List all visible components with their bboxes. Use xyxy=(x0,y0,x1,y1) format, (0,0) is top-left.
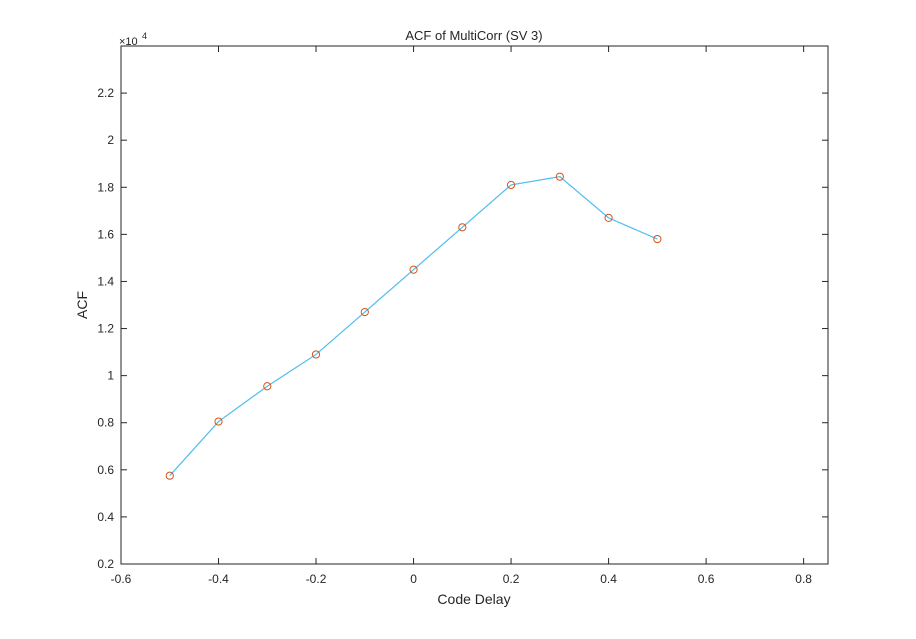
data-point-marker xyxy=(214,417,223,426)
y-tick-label: 1.2 xyxy=(97,322,114,336)
x-tick-label: -0.4 xyxy=(208,572,229,586)
data-point-marker xyxy=(263,382,272,391)
data-point-marker xyxy=(653,234,662,244)
data-point-marker xyxy=(604,213,613,222)
x-tick-label: 0.8 xyxy=(795,572,812,586)
y-tick-label: 0.4 xyxy=(97,510,114,524)
y-tick-label: 2.2 xyxy=(97,86,114,100)
axis-ticks xyxy=(120,46,828,565)
y-tick-label: 0.6 xyxy=(97,463,114,477)
axis-tick-labels: -0.6 -0.4 -0.2 0 0.2 0.4 0.6 0.8 0.2 0.4 0.6 0.8 1 1.… xyxy=(97,86,812,586)
series-line xyxy=(169,176,658,477)
y-axis-exponent: ×10 4 xyxy=(119,31,147,48)
chart-title: ACF of MultiCorr (SV 3) xyxy=(405,28,542,43)
data-point-marker xyxy=(311,350,321,359)
x-tick-label: 0.2 xyxy=(503,572,520,586)
data-point-marker xyxy=(165,471,174,480)
y-tick-label: 1.8 xyxy=(97,180,114,194)
data-point-marker xyxy=(555,172,564,181)
y-tick-label: 0.2 xyxy=(97,557,114,571)
data-point-marker xyxy=(458,223,467,232)
x-tick-label: 0.6 xyxy=(698,572,715,586)
y-tick-label: 1 xyxy=(107,369,114,383)
x-axis-label: Code Delay xyxy=(437,591,510,607)
x-tick-label: 0 xyxy=(410,572,417,586)
y-tick-label: 1.4 xyxy=(97,274,114,288)
y-axis-label: ACF xyxy=(74,291,90,319)
x-tick-label: -0.2 xyxy=(306,572,327,586)
series-layer xyxy=(165,172,662,480)
y-tick-label: 1.6 xyxy=(97,227,114,241)
y-axis-exponent-power: 4 xyxy=(142,31,147,41)
plot-area xyxy=(120,45,829,565)
x-tick-label: -0.6 xyxy=(111,572,132,586)
y-axis-exponent-base: ×10 xyxy=(119,36,138,48)
y-tick-label: 2 xyxy=(107,133,114,147)
data-point-marker xyxy=(506,180,516,190)
data-point-marker xyxy=(360,307,369,317)
y-tick-label: 0.8 xyxy=(97,416,114,430)
x-tick-label: 0.4 xyxy=(600,572,617,586)
data-point-marker xyxy=(409,265,418,274)
